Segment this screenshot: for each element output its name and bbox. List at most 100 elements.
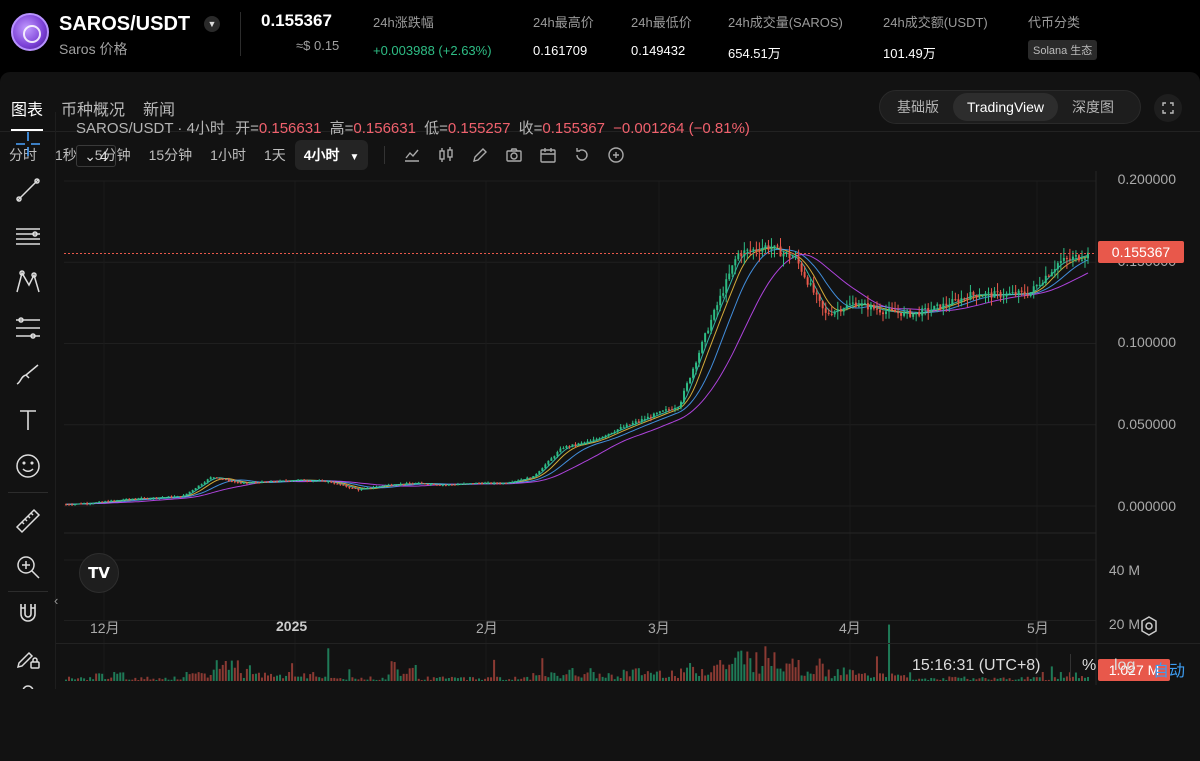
timeframe-5m[interactable]: 5分钟 — [94, 147, 131, 163]
crosshair-tool[interactable] — [12, 128, 44, 160]
magnet-tool[interactable] — [12, 597, 44, 629]
candle-body — [571, 444, 574, 447]
volume-bar — [351, 677, 354, 681]
calendar-icon[interactable] — [538, 145, 558, 165]
candle-body — [710, 319, 713, 331]
candle-body — [1059, 260, 1062, 264]
volume-bar — [1005, 679, 1008, 681]
legend-change: −0.001264 (−0.81%) — [613, 120, 750, 137]
volume-bar — [324, 676, 327, 681]
volume-bar — [514, 676, 517, 681]
lock-tool[interactable] — [12, 680, 44, 689]
volume-bar — [89, 677, 92, 681]
candle-body — [698, 352, 701, 363]
candle-body — [918, 311, 921, 316]
fib-tool[interactable] — [12, 312, 44, 344]
pencil-icon[interactable] — [470, 145, 490, 165]
candle-body — [345, 485, 348, 487]
candle-body — [818, 294, 821, 301]
lock-drawings-tool[interactable] — [12, 642, 44, 674]
tradingview-logo[interactable]: TV — [79, 553, 119, 593]
scroll-left-icon[interactable]: ‹ — [54, 593, 59, 608]
candle-body — [405, 483, 408, 485]
timeframe-line[interactable]: 分时 — [9, 147, 37, 163]
volume-bar — [577, 676, 580, 681]
indicators-icon[interactable] — [402, 145, 422, 165]
volume-bar — [565, 674, 568, 681]
candle-body — [948, 304, 951, 306]
fullscreen-button[interactable] — [1154, 94, 1182, 122]
candle-body — [897, 312, 900, 314]
candle-body — [188, 491, 191, 494]
pair-dropdown-icon[interactable]: ▼ — [204, 16, 220, 32]
candle-body — [544, 464, 547, 469]
view-tradingview-button[interactable]: TradingView — [953, 93, 1059, 121]
candle-body — [306, 480, 309, 482]
volume-bar — [279, 674, 282, 681]
indicator-collapse-button[interactable]: ⌄ 4 — [76, 145, 116, 167]
candle-body — [746, 249, 749, 251]
category-tag[interactable]: Solana 生态 — [1028, 40, 1098, 60]
horizontal-lines-tool[interactable] — [12, 220, 44, 252]
candle-body — [770, 248, 773, 250]
volume-bar — [423, 679, 426, 681]
timeframe-4h-dropdown[interactable]: 4小时 ▼ — [294, 140, 369, 170]
volume-bar — [276, 675, 279, 681]
volume-bar — [209, 674, 212, 681]
view-basic-button[interactable]: 基础版 — [897, 99, 939, 115]
volume-bar — [478, 678, 481, 681]
camera-icon[interactable] — [504, 145, 524, 165]
candle-body — [417, 482, 420, 484]
percent-scale-toggle[interactable]: % — [1082, 657, 1097, 674]
candle-body — [936, 304, 939, 306]
volume-bar — [294, 676, 297, 681]
chart-settings-icon[interactable] — [1138, 615, 1160, 637]
timeframe-1s[interactable]: 1秒 — [55, 147, 77, 163]
brush-icon — [16, 364, 39, 385]
tab-coin-overview[interactable]: 币种概况 — [61, 102, 126, 119]
candle-body — [517, 480, 520, 482]
clock-timezone[interactable]: 15:16:31 (UTC+8) — [912, 657, 1041, 674]
pattern-tool[interactable] — [12, 266, 44, 298]
reset-icon[interactable] — [572, 145, 592, 165]
volume-bar — [936, 679, 939, 681]
volume-bar — [450, 676, 453, 681]
view-depth-button[interactable]: 深度图 — [1072, 99, 1115, 115]
candle-body — [239, 482, 242, 484]
measure-tool[interactable] — [12, 505, 44, 537]
volume-bar — [429, 679, 432, 681]
tab-news[interactable]: 新闻 — [143, 102, 176, 119]
zoom-tool[interactable] — [12, 551, 44, 583]
candle-type-icon[interactable] — [436, 145, 456, 165]
pair-name[interactable]: SAROS/USDT — [59, 13, 191, 35]
volume-bar — [604, 677, 607, 681]
trend-line-tool[interactable] — [12, 174, 44, 206]
candle-body — [396, 484, 399, 486]
volume-bar — [1083, 677, 1086, 681]
auto-scale-toggle[interactable]: 自动 — [1153, 663, 1186, 680]
candle-body — [327, 481, 330, 483]
brush-tool[interactable] — [12, 358, 44, 390]
candle-body — [206, 479, 209, 483]
timeframe-1d[interactable]: 1天 — [263, 147, 286, 163]
candle-body — [734, 259, 737, 266]
log-scale-toggle[interactable]: log — [1114, 657, 1136, 674]
tab-chart[interactable]: 图表 — [11, 96, 44, 131]
volume-bar — [508, 679, 511, 681]
candle-body — [1083, 258, 1086, 260]
stat-turnover: 24h成交额(USDT) 101.49万 — [883, 12, 988, 62]
volume-bar — [233, 667, 236, 681]
candle-body — [755, 249, 758, 251]
volume-bar — [131, 679, 134, 681]
timeframe-15m[interactable]: 15分钟 — [148, 147, 193, 163]
candle-body — [80, 503, 83, 505]
volume-bar — [716, 664, 719, 681]
candle-body — [683, 390, 686, 402]
add-icon[interactable] — [606, 145, 626, 165]
volume-bar — [273, 676, 276, 681]
emoji-tool[interactable] — [12, 450, 44, 482]
ohlc-legend: SAROS/USDT · 4小时 开=0.156631 高=0.156631 低… — [76, 117, 750, 138]
text-tool[interactable] — [12, 404, 44, 436]
timeframe-1h[interactable]: 1小时 — [210, 147, 246, 163]
